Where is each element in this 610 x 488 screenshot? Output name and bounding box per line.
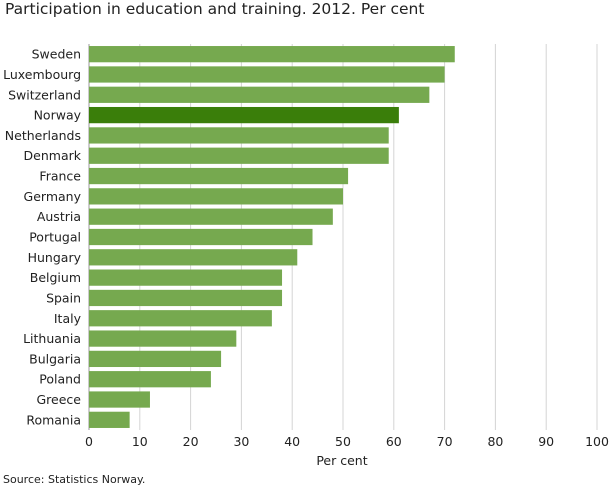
category-label-italy: Italy (54, 311, 82, 326)
category-label-france: France (39, 169, 81, 184)
bar-portugal (89, 228, 313, 246)
category-label-denmark: Denmark (24, 148, 82, 163)
bar-netherlands (89, 127, 389, 144)
category-labels: Sweden Luxembourg Switzerland Norway Netherl… (3, 47, 82, 428)
x-tick-label-90: 90 (538, 434, 554, 449)
bar-norway (89, 106, 399, 124)
bar-denmark (89, 147, 389, 164)
category-label-germany: Germany (24, 189, 82, 204)
bar-switzerland (89, 86, 430, 103)
x-tick-label-50: 50 (335, 434, 351, 449)
bar-lithuania (89, 330, 237, 347)
x-tick-label-0: 0 (85, 434, 93, 449)
bar-greece (89, 391, 150, 408)
x-tick-label-80: 80 (487, 434, 503, 449)
bar-spain (89, 289, 283, 307)
category-label-belgium: Belgium (30, 270, 81, 285)
chart-title: Participation in education and training.… (5, 0, 425, 18)
category-label-hungary: Hungary (28, 250, 82, 265)
bar-austria (89, 208, 333, 225)
bar-germany (89, 188, 343, 205)
category-label-switzerland: Switzerland (8, 87, 81, 102)
x-tick-label-10: 10 (132, 434, 148, 449)
category-label-romania: Romania (26, 412, 81, 427)
bar-italy (89, 310, 272, 327)
x-tick-label-100: 100 (585, 434, 609, 449)
bar-sweden (89, 46, 455, 63)
x-tick-label-40: 40 (284, 434, 300, 449)
category-label-portugal: Portugal (29, 230, 81, 245)
x-tick-label-30: 30 (233, 434, 249, 449)
category-label-greece: Greece (37, 392, 82, 407)
category-label-lithuania: Lithuania (23, 331, 81, 346)
bar-belgium (89, 269, 283, 286)
category-label-bulgaria: Bulgaria (29, 351, 81, 366)
bar-romania (89, 411, 130, 428)
bar-poland (89, 371, 211, 388)
x-tick-labels: 0 10 20 30 40 50 60 70 80 90 100 (85, 434, 609, 449)
category-label-netherlands: Netherlands (5, 128, 81, 143)
x-axis-label: Per cent (316, 453, 367, 468)
source-note: Source: Statistics Norway. (3, 473, 146, 486)
bar-bulgaria (89, 350, 222, 368)
bar-hungary (89, 249, 298, 266)
x-tick-label-60: 60 (386, 434, 402, 449)
category-label-sweden: Sweden (32, 47, 81, 62)
category-label-austria: Austria (37, 209, 81, 224)
x-tick-label-70: 70 (437, 434, 453, 449)
category-label-norway: Norway (34, 108, 82, 123)
category-label-spain: Spain (46, 290, 81, 305)
category-label-luxembourg: Luxembourg (3, 67, 81, 82)
bars (89, 46, 455, 428)
bar-luxembourg (89, 66, 445, 83)
bar-france (89, 167, 349, 185)
x-tick-label-20: 20 (183, 434, 199, 449)
category-label-poland: Poland (39, 372, 81, 387)
